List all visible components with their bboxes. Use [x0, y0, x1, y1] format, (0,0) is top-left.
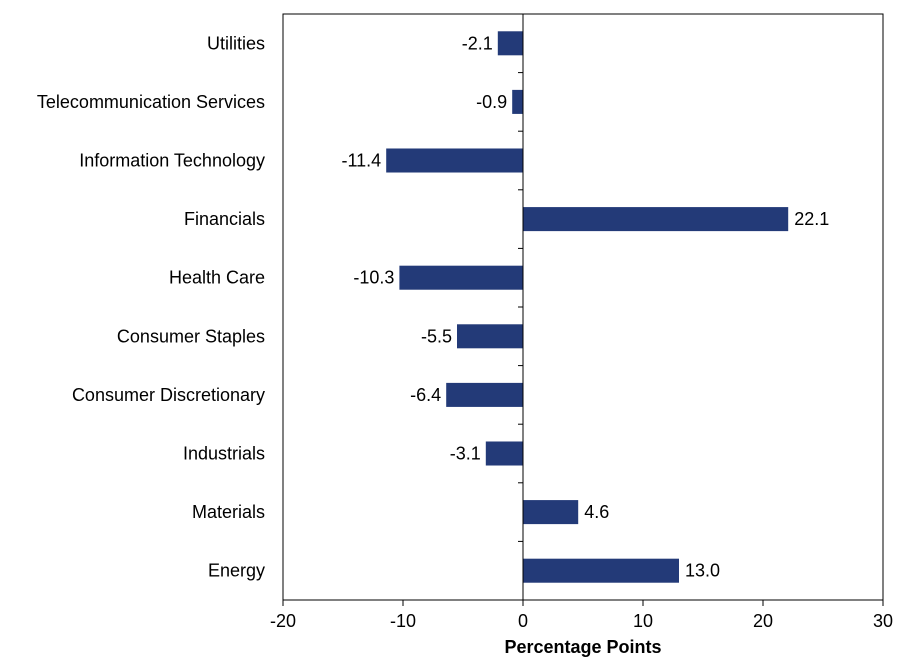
data-label: -3.1: [450, 444, 481, 464]
x-tick-label: 20: [753, 611, 773, 631]
data-label: -6.4: [410, 385, 441, 405]
x-tick-label: 10: [633, 611, 653, 631]
bar: [446, 382, 523, 407]
bar: [399, 265, 523, 290]
bar: [523, 207, 789, 232]
bar: [523, 500, 579, 525]
category-label: Industrials: [183, 444, 265, 464]
data-label: -2.1: [462, 33, 493, 53]
data-label: -10.3: [353, 268, 394, 288]
value-axis: -20 -10 0 10 20 30: [270, 600, 893, 631]
category-axis: Utilities Telecommunication Services Infor…: [37, 13, 524, 601]
x-tick-label: -10: [390, 611, 416, 631]
data-label: -0.9: [476, 92, 507, 112]
category-label: Financials: [184, 209, 265, 229]
bar: [485, 441, 523, 466]
category-label: Telecommunication Services: [37, 92, 265, 112]
category-label: Information Technology: [79, 151, 265, 171]
bar: [512, 89, 523, 114]
x-tick-label: -20: [270, 611, 296, 631]
plot-area: [282, 13, 884, 601]
data-label: 22.1: [794, 209, 829, 229]
bar: [497, 31, 523, 56]
data-label: 13.0: [685, 561, 720, 581]
category-label: Utilities: [207, 33, 265, 53]
category-label: Materials: [192, 502, 265, 522]
data-label: 4.6: [584, 502, 609, 522]
bar: [457, 324, 523, 349]
bar: [386, 148, 523, 173]
category-label: Consumer Discretionary: [72, 385, 265, 405]
category-label: Consumer Staples: [117, 326, 265, 346]
category-label: Health Care: [169, 268, 265, 288]
bar: [523, 558, 679, 583]
x-axis-title: Percentage Points: [504, 637, 661, 657]
x-tick-label: 0: [518, 611, 528, 631]
category-label: Energy: [208, 561, 265, 581]
x-tick-label: 30: [873, 611, 893, 631]
bars-group: -2.1 -0.9 -11.4 22.1 -10.3 -5.5 -6.4 -3.1 4.6 13.…: [341, 31, 829, 583]
data-label: -11.4: [341, 151, 381, 171]
data-label: -5.5: [421, 326, 452, 346]
